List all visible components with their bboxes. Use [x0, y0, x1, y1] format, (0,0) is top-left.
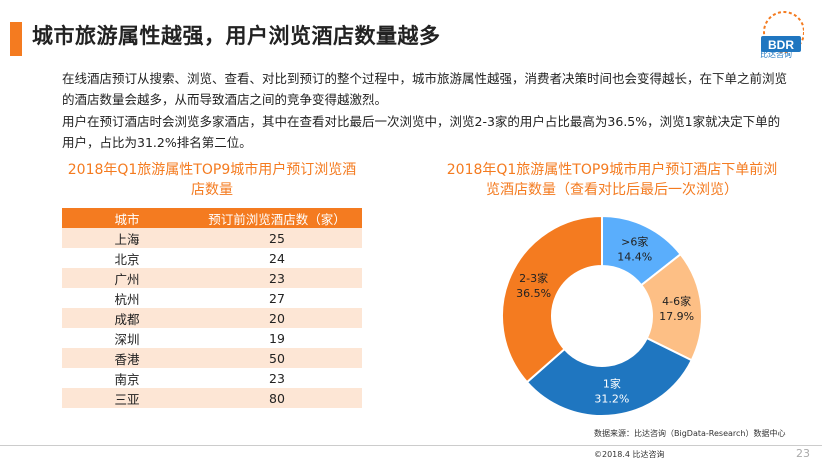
table-cell-city: 北京: [62, 248, 192, 268]
slice-value-label: 14.4%: [617, 251, 652, 264]
copyright-text: ©2018.4 比达咨询: [594, 450, 665, 459]
logo-mark: BDR: [768, 38, 794, 52]
table-cell-city: 南京: [62, 368, 192, 388]
table-row: 香港 50: [62, 348, 362, 368]
slice-category-label: 4-6家: [662, 294, 691, 308]
table-cell-count: 80: [192, 388, 362, 408]
table-header-count: 预订前浏览酒店数（家）: [192, 208, 362, 228]
table-row: 三亚 80: [62, 388, 362, 408]
table-header-city: 城市: [62, 208, 192, 228]
table-cell-count: 24: [192, 248, 362, 268]
table-row: 北京 24: [62, 248, 362, 268]
title-accent-bar: [10, 22, 22, 56]
table-row: 成都 20: [62, 308, 362, 328]
table-cell-city: 成都: [62, 308, 192, 328]
table-cell-city: 深圳: [62, 328, 192, 348]
table-cell-count: 23: [192, 368, 362, 388]
table-cell-city: 广州: [62, 268, 192, 288]
page-number: 23: [796, 447, 810, 460]
table-row: 杭州 27: [62, 288, 362, 308]
table-cell-city: 香港: [62, 348, 192, 368]
table-cell-count: 20: [192, 308, 362, 328]
slice-value-label: 36.5%: [516, 287, 551, 300]
logo-text: 比达咨询: [760, 50, 792, 59]
slice-value-label: 17.9%: [659, 310, 694, 323]
footer-divider: [0, 445, 822, 446]
donut-slice: [501, 214, 603, 384]
slice-category-label: 2-3家: [519, 271, 548, 285]
data-source-note: 数据来源：比达咨询（BigData-Research）数据中心: [594, 429, 786, 438]
browse-count-donut-chart: >6家 14.4% 4-6家 17.9% 1家 31.2% 2-3家 36.5%: [501, 214, 703, 417]
intro-paragraph-2: 用户在预订酒店时会浏览多家酒店，其中在查看对比最后一次浏览中，浏览2-3家的用户…: [62, 114, 781, 150]
table-cell-city: 上海: [62, 228, 192, 248]
city-browse-table: 城市 预订前浏览酒店数（家） 上海 25 北京 24 广州 23 杭州 27 成都 20 …: [62, 208, 362, 408]
table-cell-city: 三亚: [62, 388, 192, 408]
table-header-row: 城市 预订前浏览酒店数（家）: [62, 208, 362, 228]
table-row: 深圳 19: [62, 328, 362, 348]
table-cell-count: 19: [192, 328, 362, 348]
intro-paragraph-1: 在线酒店预订从搜索、浏览、查看、对比到预订的整个过程中，城市旅游属性越强，消费者…: [62, 71, 788, 107]
slice-category-label: 1家: [603, 376, 621, 390]
bdr-logo-icon: BDR: [761, 11, 804, 53]
table-row: 上海 25: [62, 228, 362, 248]
table-cell-city: 杭州: [62, 288, 192, 308]
slice-category-label: >6家: [621, 235, 648, 249]
table-row: 南京 23: [62, 368, 362, 388]
chart-title: 2018年Q1旅游属性TOP9城市用户预订酒店下单前浏览酒店数量（查看对比后最后…: [446, 162, 778, 198]
table-cell-count: 23: [192, 268, 362, 288]
donut-slice: [525, 336, 694, 417]
table-row: 广州 23: [62, 268, 362, 288]
table-title: 2018年Q1旅游属性TOP9城市用户预订浏览酒店数量: [67, 162, 357, 198]
slice-value-label: 31.2%: [594, 392, 629, 405]
table-cell-count: 27: [192, 288, 362, 308]
page-title: 城市旅游属性越强，用户浏览酒店数量越多: [32, 24, 441, 48]
table-cell-count: 50: [192, 348, 362, 368]
table-cell-count: 25: [192, 228, 362, 248]
